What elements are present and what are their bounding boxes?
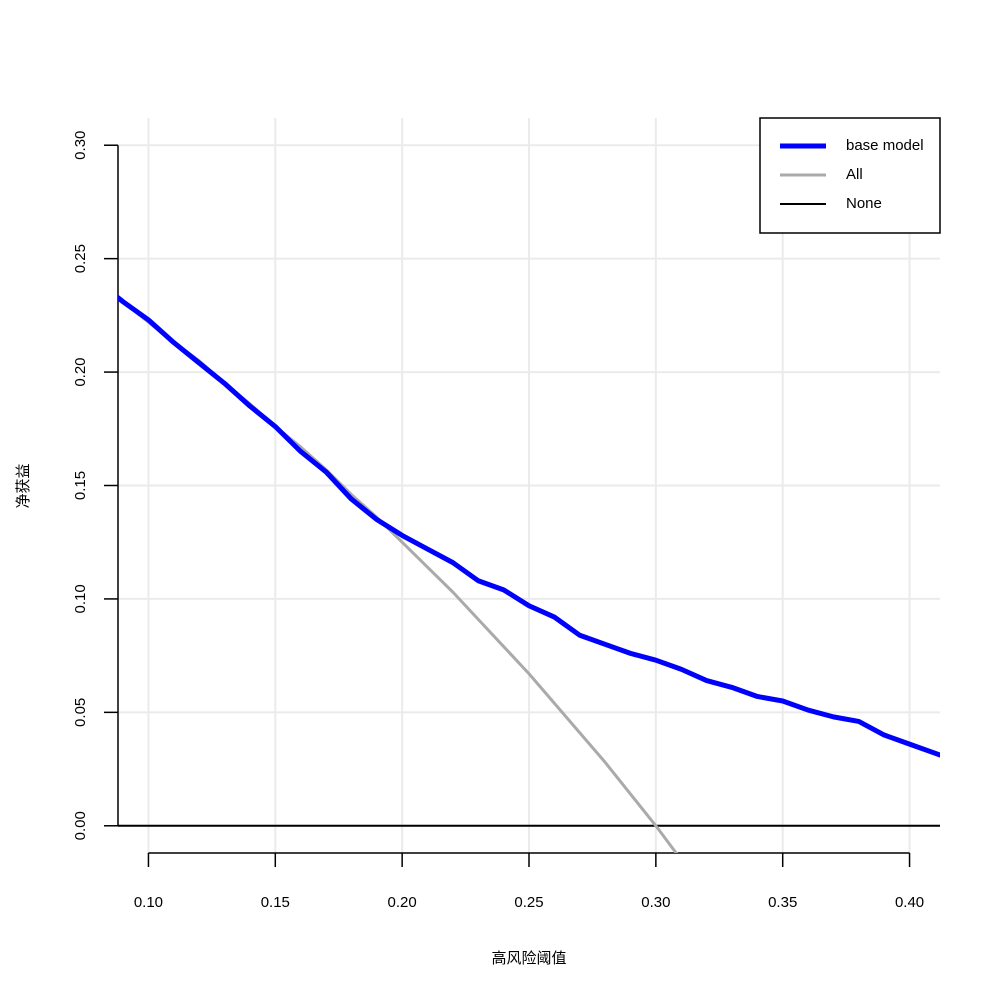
x-tick-label: 0.40: [895, 894, 924, 911]
y-tick-label: 0.30: [72, 131, 89, 160]
series-line: [118, 296, 679, 853]
x-axis-label: 高风险阈值: [491, 950, 566, 967]
y-tick-label: 0.10: [72, 584, 89, 613]
plot-area: [118, 294, 940, 853]
y-tick-label: 0.20: [72, 357, 89, 386]
x-tick-label: 0.30: [641, 894, 670, 911]
x-tick-label: 0.15: [261, 894, 290, 911]
y-tick-label: 0.25: [72, 244, 89, 273]
x-tick-label: 0.25: [514, 894, 543, 911]
x-tick-label: 0.35: [768, 894, 797, 911]
y-axis-label: 净获益: [15, 463, 32, 508]
y-tick-label: 0.05: [72, 698, 89, 727]
legend-label: None: [846, 195, 882, 212]
y-tick-label: 0.00: [72, 811, 89, 840]
x-tick-label: 0.20: [388, 894, 417, 911]
legend-label: base model: [846, 137, 924, 154]
legend-label: All: [846, 166, 863, 183]
y-tick-label: 0.15: [72, 471, 89, 500]
series-line: [118, 294, 940, 758]
x-tick-label: 0.10: [134, 894, 163, 911]
